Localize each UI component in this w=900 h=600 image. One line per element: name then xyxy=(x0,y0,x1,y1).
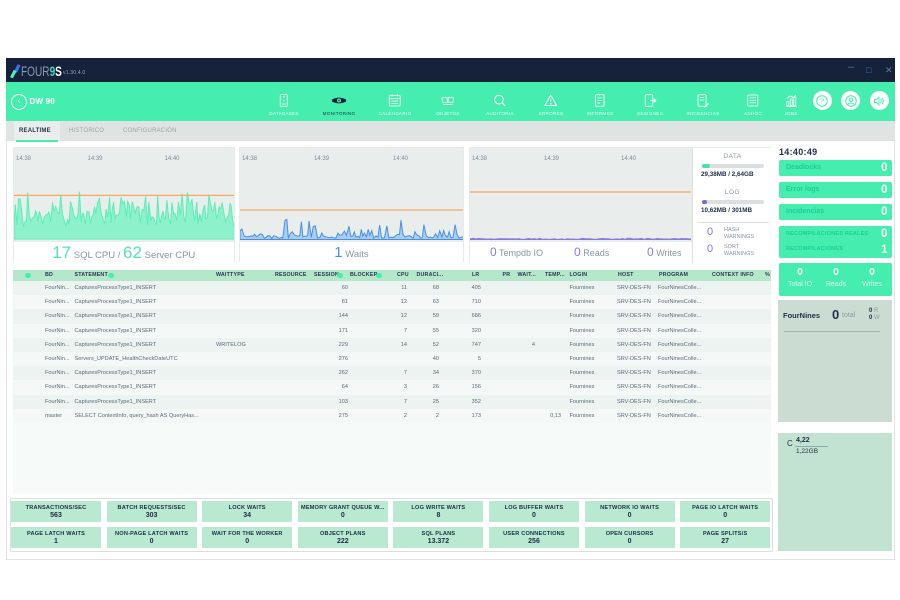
svg-text:?: ? xyxy=(820,96,824,105)
